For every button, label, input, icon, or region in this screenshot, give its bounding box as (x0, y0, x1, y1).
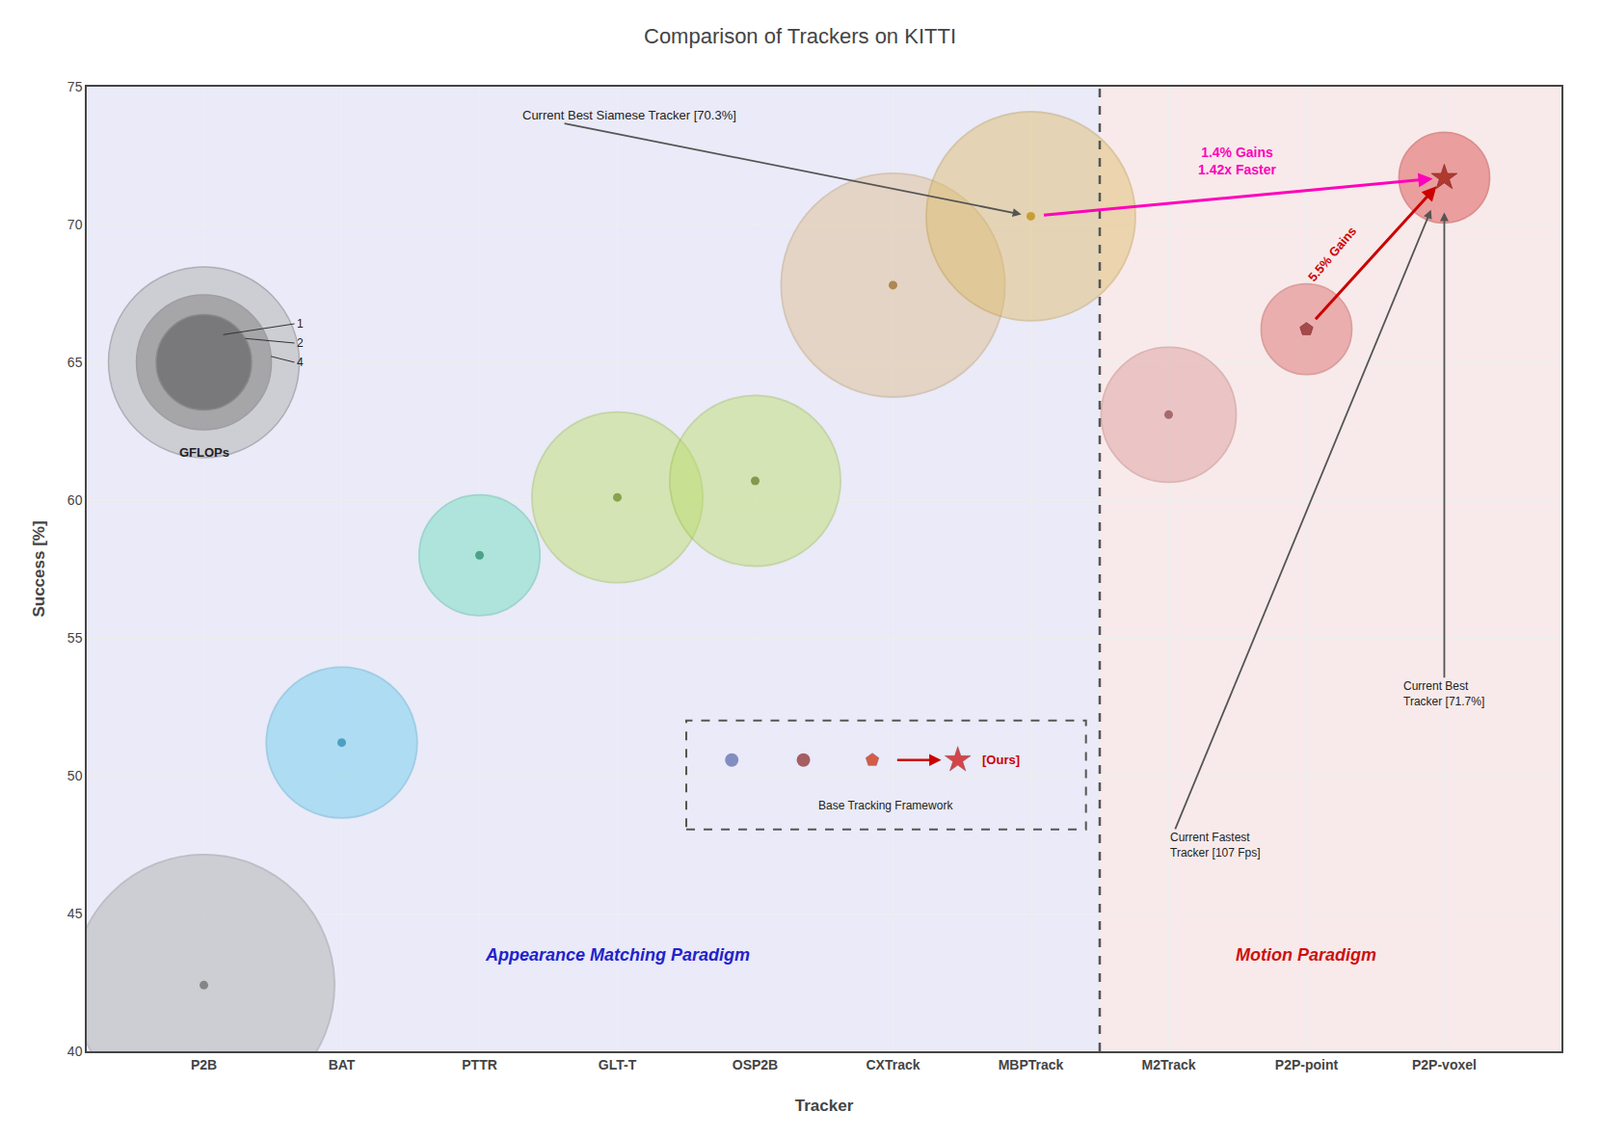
svg-text:OSP2B: OSP2B (732, 1057, 778, 1073)
svg-text:Current BestTracker [71.7%]: Current BestTracker [71.7%] (1403, 679, 1485, 709)
svg-text:5.5% Gains: 5.5% Gains (1305, 223, 1360, 285)
svg-text:P2P-point: P2P-point (1275, 1057, 1339, 1073)
svg-text:1: 1 (296, 317, 304, 331)
svg-text:Tracker: Tracker (795, 1096, 854, 1116)
svg-text:45: 45 (67, 906, 83, 922)
svg-text:P2B: P2B (190, 1057, 217, 1073)
svg-text:CXTrack: CXTrack (865, 1057, 920, 1073)
svg-text:PTTR: PTTR (461, 1057, 498, 1073)
svg-text:65: 65 (67, 354, 83, 371)
svg-text:M2Track: M2Track (1141, 1057, 1196, 1073)
svg-text:Comparison of Trackers on KITT: Comparison of Trackers on KITTI (643, 24, 957, 49)
svg-text:[Ours]: [Ours] (982, 752, 1020, 768)
svg-text:MBPTrack: MBPTrack (998, 1057, 1065, 1073)
svg-text:P2P-voxel: P2P-voxel (1412, 1057, 1477, 1073)
svg-text:40: 40 (67, 1043, 83, 1060)
svg-text:55: 55 (67, 630, 83, 646)
svg-text:50: 50 (67, 768, 83, 784)
svg-text:Appearance Matching Paradigm: Appearance Matching Paradigm (484, 945, 750, 965)
svg-text:60: 60 (67, 492, 83, 508)
svg-text:GFLOPs: GFLOPs (179, 445, 230, 460)
svg-text:2: 2 (296, 336, 304, 350)
svg-text:70: 70 (67, 216, 83, 233)
svg-text:Current FastestTracker [107 Fp: Current FastestTracker [107 Fps] (1170, 830, 1261, 860)
svg-text:1.4% Gains1.42x Faster: 1.4% Gains1.42x Faster (1198, 144, 1277, 178)
svg-text:4: 4 (296, 355, 304, 370)
svg-text:BAT: BAT (328, 1057, 356, 1073)
svg-text:Current Best Siamese Tracker [: Current Best Siamese Tracker [70.3%] (522, 107, 737, 123)
svg-text:Motion Paradigm: Motion Paradigm (1235, 945, 1377, 965)
svg-text:75: 75 (67, 79, 83, 95)
svg-text:Base Tracking Framework: Base Tracking Framework (818, 799, 954, 813)
svg-text:GLT-T: GLT-T (598, 1057, 638, 1073)
svg-text:Success [%]: Success [%] (29, 520, 49, 617)
